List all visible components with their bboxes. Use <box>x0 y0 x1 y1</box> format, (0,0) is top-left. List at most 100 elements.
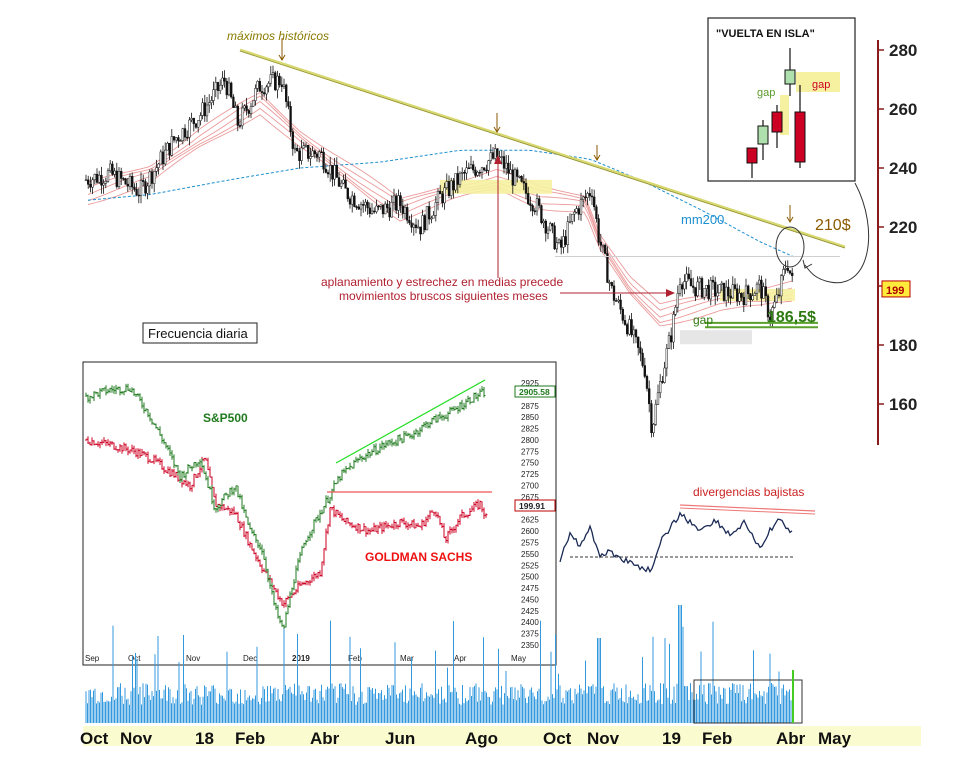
max-label: máximos históricos <box>227 29 329 43</box>
pointer-arrow-head <box>786 216 794 223</box>
resistance-trendline-edge <box>239 50 846 249</box>
curved-arrow-head <box>802 259 813 269</box>
candle-body <box>445 181 448 189</box>
candle-body <box>617 299 620 302</box>
y-tick-label: 240 <box>889 159 917 178</box>
inset-gap-highlight-left <box>780 95 789 135</box>
candle-body <box>337 177 341 187</box>
frequency-label: Frecuencia diaria <box>148 326 248 341</box>
candle-body <box>269 74 272 84</box>
candle-body <box>698 278 701 283</box>
compare-y-tick-label: 2800 <box>521 436 539 445</box>
candle-body <box>357 206 360 210</box>
candle-body <box>309 156 312 159</box>
candle-body <box>247 110 250 114</box>
candle-body <box>100 174 103 186</box>
candle-body <box>478 171 481 174</box>
candle-body <box>542 220 545 224</box>
candle-body <box>522 181 525 184</box>
candle-body <box>216 82 220 91</box>
candle-body <box>571 213 574 222</box>
candle-body <box>397 195 400 211</box>
candle-body <box>707 284 710 300</box>
mm200-label: mm200 <box>681 212 724 227</box>
curved-arrow <box>804 182 870 284</box>
candle-body <box>553 225 556 250</box>
compare-y-tick-label: 2350 <box>521 641 539 650</box>
candle-body <box>190 118 193 121</box>
candle-body <box>113 170 116 175</box>
candle-body <box>758 279 761 285</box>
candle-body <box>718 284 721 294</box>
candle-body <box>302 145 305 149</box>
candle-body <box>685 273 688 282</box>
compare-y-tick-label: 2575 <box>521 538 539 547</box>
candle-body <box>791 272 794 276</box>
candle-body <box>720 282 723 285</box>
candle-body <box>628 319 631 335</box>
candle-body <box>186 136 189 139</box>
candle-body <box>562 236 565 248</box>
candle-body <box>577 208 580 215</box>
x-axis-label: Abr <box>310 729 340 748</box>
candle-body <box>663 367 666 383</box>
candle-body <box>104 181 107 184</box>
inset-gap-label-right: gap <box>812 79 830 91</box>
candle-body <box>245 105 248 111</box>
candle-body <box>458 172 462 185</box>
candle-body <box>368 207 371 214</box>
candle-body <box>144 181 147 194</box>
candle-body <box>472 164 475 171</box>
candle-body <box>150 171 154 184</box>
candle-body <box>762 286 765 299</box>
x-axis-label: Abr <box>776 729 806 748</box>
candle-body <box>643 365 646 377</box>
candle-body <box>535 198 539 212</box>
candle-body <box>634 329 638 338</box>
candle-body <box>223 77 226 82</box>
y-tick-label: 260 <box>889 100 917 119</box>
candle-body <box>91 179 94 188</box>
candle-body <box>137 194 140 197</box>
x-axis-label: May <box>818 729 852 748</box>
candle-body <box>265 86 268 95</box>
candle-body <box>507 162 510 174</box>
x-axis-label: Nov <box>587 729 620 748</box>
x-axis-label: Jun <box>385 729 415 748</box>
x-axis-label: 18 <box>195 729 214 748</box>
candle-body <box>775 294 778 303</box>
candle-body <box>511 169 514 186</box>
sp-series-label: S&P500 <box>203 411 248 425</box>
mm200-line <box>87 149 794 257</box>
candle-body <box>333 165 336 180</box>
candle-body <box>736 288 739 302</box>
candle-body <box>205 104 209 117</box>
candle-body <box>447 181 451 196</box>
candle-body <box>355 206 358 208</box>
candle-body <box>656 392 660 405</box>
candle-body <box>755 283 759 294</box>
candle-body <box>615 300 618 302</box>
candle-body <box>621 309 624 321</box>
candle-body <box>243 105 246 109</box>
compare-x-label: Feb <box>348 654 362 663</box>
candle-body <box>326 172 330 175</box>
candle-body <box>595 206 598 219</box>
annotation-arrow-up-head <box>494 155 502 164</box>
candle-body <box>551 223 554 227</box>
candle-body <box>256 81 259 89</box>
compare-y-tick-label: 2525 <box>521 561 539 570</box>
candle-body <box>425 206 429 231</box>
candle-body <box>773 301 776 308</box>
candle-body <box>731 284 734 299</box>
candle-body <box>502 156 506 169</box>
candle-body <box>232 96 235 108</box>
candle-body <box>318 151 321 158</box>
candle-body <box>764 286 767 297</box>
volume-panel <box>85 605 803 724</box>
candle-body <box>606 253 609 283</box>
candle-body <box>225 80 228 96</box>
candle-body <box>540 205 543 224</box>
divergence-line <box>679 504 816 512</box>
